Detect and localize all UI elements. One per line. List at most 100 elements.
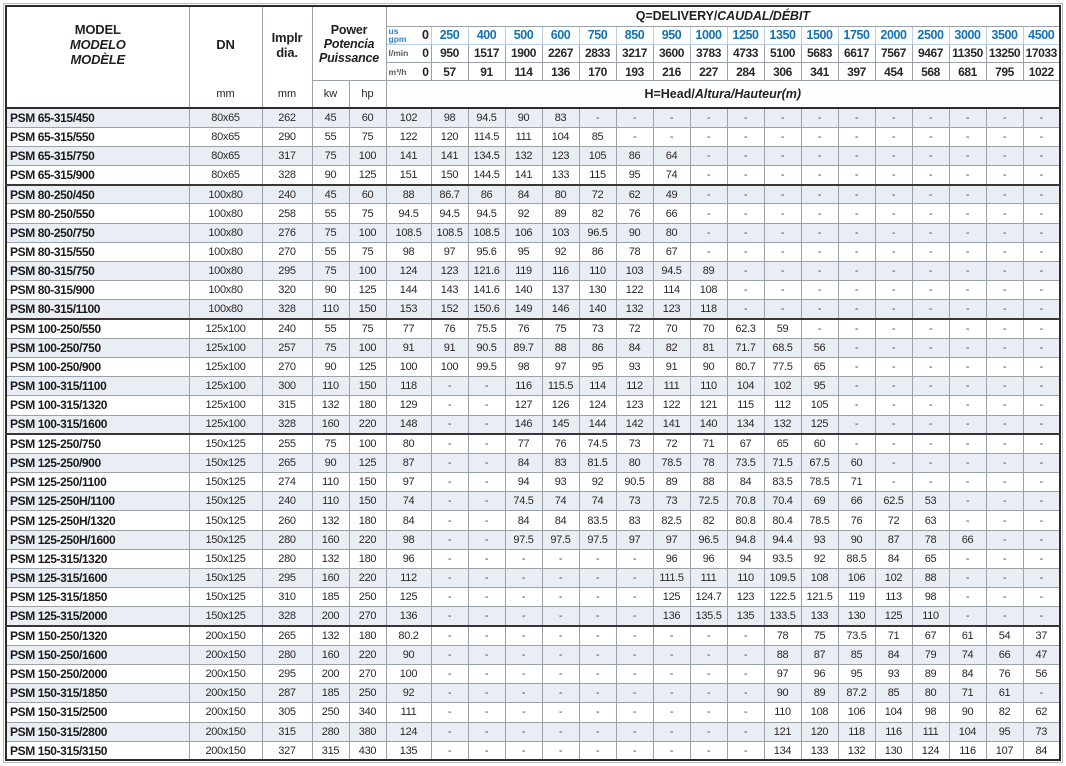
head-value-cell: 85 (578, 126, 617, 147)
head-value-cell: - (1022, 567, 1061, 589)
head-value-cell: 76 (837, 510, 876, 531)
head-value-cell: - (652, 721, 691, 742)
head-value-cell: 94.5 (467, 107, 506, 128)
kw-cell: 160 (311, 414, 350, 435)
head-value-cell: 123 (615, 395, 654, 416)
head-value-cell: - (763, 299, 802, 320)
flow-value-m3h: m³/h 0 (385, 62, 432, 82)
head-value-cell: - (615, 126, 654, 147)
head-value-cell: 87 (800, 644, 839, 665)
head-value-cell: 47 (1022, 644, 1061, 665)
head-value-cell: 133 (541, 165, 580, 186)
head-value-cell: - (763, 203, 802, 224)
head-value-cell: - (430, 625, 469, 646)
head-value-cell: - (874, 126, 913, 147)
flow-value-gpm: 400 (467, 25, 506, 45)
head-value-cell: 70 (652, 318, 691, 339)
head-value-cell: 111 (689, 567, 728, 589)
head-value-cell: - (504, 644, 543, 665)
table-row: PSM 125-250/900 150x125 265 90 125 87- -84 83 81… (5, 452, 1061, 474)
kw-cell: 185 (311, 587, 350, 608)
flow-value-lmin: 2833 (578, 43, 617, 64)
head-value-cell: - (689, 644, 728, 665)
head-value-cell: - (763, 145, 802, 167)
head-value-cell: - (726, 241, 765, 263)
head-value-cell: 71 (689, 433, 728, 454)
flow-value-lmin: 1900 (504, 43, 543, 64)
head-value-cell: 66 (948, 529, 987, 550)
dn-cell: 150x125 (188, 510, 263, 531)
head-value-cell: 84 (874, 548, 913, 570)
flow-value-gpm: 600 (541, 25, 580, 45)
table-row: PSM 125-315/1600 150x125 295 160 220 112- - - - -… (5, 567, 1061, 589)
head-value-cell: 77 (385, 318, 432, 339)
flow-value-m3h: 193 (615, 62, 654, 82)
model-cell: PSM 80-315/900 (5, 280, 190, 301)
dn-cell: 100x80 (188, 280, 263, 301)
dn-cell: 150x125 (188, 472, 263, 493)
head-value-cell: 84 (504, 183, 543, 205)
impeller-dia-cell: 240 (261, 318, 313, 339)
head-value-cell: - (948, 203, 987, 224)
impeller-dia-cell: 295 (261, 663, 313, 685)
model-cell: PSM 80-315/550 (5, 241, 190, 263)
head-value-cell: 83 (615, 510, 654, 531)
hp-cell: 180 (348, 510, 387, 531)
model-cell: PSM 150-250/1320 (5, 625, 190, 646)
head-value-cell: - (800, 222, 839, 243)
head-value-cell: 66 (837, 491, 876, 512)
head-value-cell: 110 (911, 606, 950, 627)
head-value-cell: 75 (541, 318, 580, 339)
head-value-cell: - (504, 625, 543, 646)
head-value-cell: 78.5 (800, 510, 839, 531)
head-value-cell: - (430, 567, 469, 589)
head-value-cell: 135 (726, 606, 765, 627)
kw-cell: 185 (311, 683, 350, 704)
table-row: PSM 80-250/750 100x80 276 75 100 108.5 108.5 10… (5, 222, 1061, 243)
head-value-cell: 111 (911, 721, 950, 742)
head-value-cell: 104 (726, 376, 765, 397)
head-value-cell: - (985, 567, 1024, 589)
dn-cell: 150x125 (188, 529, 263, 550)
kw-cell: 110 (311, 491, 350, 512)
flow-value-m3h: 91 (467, 62, 506, 82)
head-value-cell: - (985, 222, 1024, 243)
head-value-cell: 86 (615, 145, 654, 167)
hp-cell: 100 (348, 337, 387, 358)
head-value-cell: - (652, 107, 691, 128)
head-value-cell: 67 (652, 241, 691, 263)
column-header-power: Power Potencia Puissance (311, 5, 387, 82)
head-value-cell: - (800, 318, 839, 339)
head-value-cell: - (763, 241, 802, 263)
head-value-cell: - (430, 740, 469, 761)
head-value-cell: 77.5 (763, 356, 802, 378)
kw-cell: 132 (311, 548, 350, 570)
head-value-cell: 150 (430, 165, 469, 186)
head-value-cell: - (1022, 337, 1061, 358)
flow-value-m3h: 216 (652, 62, 691, 82)
head-value-cell: 116 (948, 740, 987, 761)
head-value-cell: 118 (837, 721, 876, 742)
head-value-cell: 111 (385, 702, 432, 723)
head-value-cell: - (430, 472, 469, 493)
head-value-cell: 86 (578, 241, 617, 263)
head-value-cell: 127 (504, 395, 543, 416)
dn-label: DN (216, 37, 235, 52)
head-value-cell: 112 (615, 376, 654, 397)
dn-cell: 80x65 (188, 145, 263, 167)
dn-cell: 80x65 (188, 126, 263, 147)
model-cell: PSM 150-250/1600 (5, 644, 190, 665)
head-value-cell: 82 (578, 203, 617, 224)
impeller-dia-cell: 328 (261, 165, 313, 186)
head-value-cell: 84 (1022, 740, 1061, 761)
kw-cell: 110 (311, 472, 350, 493)
flow-value-lmin: 9467 (911, 43, 950, 64)
hp-cell: 220 (348, 644, 387, 665)
head-value-cell: 56 (800, 337, 839, 358)
head-value-cell: - (541, 721, 580, 742)
head-value-cell: - (948, 548, 987, 570)
model-cell: PSM 80-315/1100 (5, 299, 190, 320)
head-value-cell: - (504, 663, 543, 685)
head-value-cell: 113 (874, 587, 913, 608)
head-value-cell: 84 (541, 510, 580, 531)
